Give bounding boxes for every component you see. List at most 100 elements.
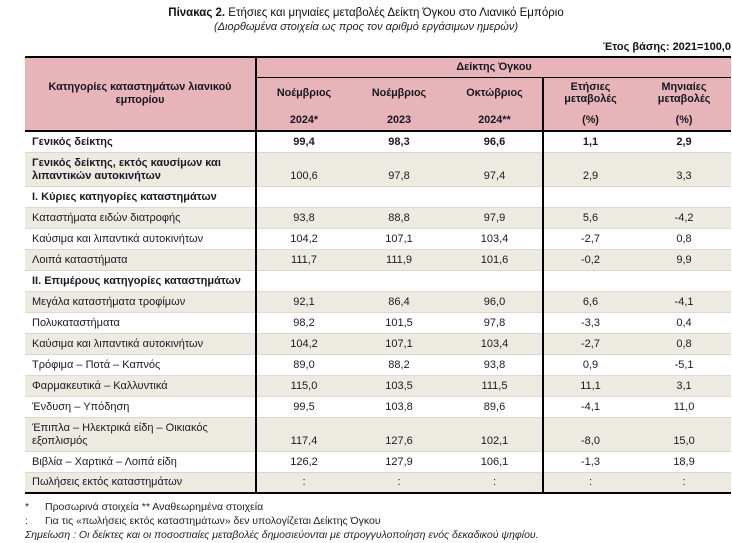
value-cell: 3,1 bbox=[676, 379, 692, 392]
col-header-annual-change: Ετήσιες μεταβολές bbox=[542, 77, 637, 109]
value-cell: -1,3 bbox=[542, 451, 637, 472]
value-cell: : bbox=[492, 476, 497, 488]
value-cell: 1,1 bbox=[542, 131, 637, 152]
value-cell: 127,9 bbox=[385, 455, 413, 468]
table-row: Καύσιμα και λιπαντικά αυτοκινήτων 104,2 10… bbox=[25, 228, 732, 249]
value-cell: 99,5 bbox=[255, 396, 351, 417]
value-cell: -8,0 bbox=[542, 417, 637, 451]
row-label: Γενικός δείκτης, εκτός καυσίμων και λιπα… bbox=[32, 156, 221, 182]
table-row: Ένδυση – Υπόδηση 99,5 103,8 89,6 -4,1 11,0 bbox=[25, 396, 732, 417]
value-cell: 103,5 bbox=[385, 379, 413, 392]
value-cell: 2,9 bbox=[676, 135, 692, 148]
col-subheader-monthly-pct: (%) bbox=[637, 109, 732, 132]
value-cell: 89,0 bbox=[255, 354, 351, 375]
value-cell: 127,6 bbox=[385, 434, 413, 447]
row-label: Λοιπά καταστήματα bbox=[32, 253, 128, 266]
value-cell: 111,5 bbox=[481, 379, 508, 392]
table-row: Γενικός δείκτης 99,4 98,3 96,6 1,1 2,9 bbox=[25, 131, 732, 152]
row-label: Καύσιμα και λιπαντικά αυτοκινήτων bbox=[32, 232, 204, 245]
table-number: Πίνακας 2. bbox=[168, 7, 226, 19]
column-subheader-row: 2024* 2023 2024** (%) (%) bbox=[25, 109, 732, 132]
row-label: Ένδυση – Υπόδηση bbox=[32, 400, 130, 413]
value-cell: 11,0 bbox=[673, 400, 695, 413]
col-subheader-oct2024: 2024** bbox=[447, 109, 543, 132]
value-cell: 103,8 bbox=[385, 400, 413, 413]
value-cell: : bbox=[397, 476, 401, 488]
row-label: Φαρμακευτικά – Καλλυντικά bbox=[32, 379, 168, 392]
value-cell: 103,4 bbox=[480, 337, 509, 350]
value-cell: 88,8 bbox=[388, 211, 410, 224]
value-cell: -0,2 bbox=[542, 249, 637, 270]
group-header-row: Κατηγορίες καταστημάτων λιανικού εμπορίο… bbox=[25, 57, 732, 132]
value-cell: -4,1 bbox=[674, 295, 694, 308]
value-cell: 11,1 bbox=[542, 375, 637, 396]
row-label: ΙΙ. Επιμέρους κατηγορίες καταστημάτων bbox=[32, 274, 241, 287]
row-label: Πολυκαταστήματα bbox=[32, 316, 120, 329]
row-label: Τρόφιμα – Ποτά – Καπνός bbox=[32, 358, 161, 371]
table-row: Βιβλία – Χαρτικά – Λοιπά είδη 126,2 127,9 1… bbox=[25, 451, 732, 472]
value-cell: 126,2 bbox=[255, 451, 351, 472]
table-header: Κατηγορίες καταστημάτων λιανικού εμπορίο… bbox=[25, 57, 732, 132]
value-cell: 97,8 bbox=[388, 169, 410, 182]
table-row: Καταστήματα ειδών διατροφής 93,8 88,8 97,9 5… bbox=[25, 207, 732, 228]
value-cell bbox=[255, 270, 351, 291]
value-cell: 100,6 bbox=[255, 152, 351, 186]
section-row: ΙΙ. Επιμέρους κατηγορίες καταστημάτων bbox=[25, 270, 732, 291]
table-row: Έπιπλα – Ηλεκτρικά είδη – Οικιακός εξοπλ… bbox=[25, 417, 732, 451]
footnote-text: Προσωρινά στοιχεία ** Αναθεωρημένα στοιχ… bbox=[45, 501, 264, 513]
value-cell: 89,6 bbox=[483, 400, 506, 413]
value-cell: 0,8 bbox=[676, 337, 692, 350]
value-cell: -3,3 bbox=[542, 312, 637, 333]
base-year-note: Έτος βάσης: 2021=100,0 bbox=[602, 41, 731, 53]
value-cell: : bbox=[682, 476, 686, 488]
value-cell: 98,3 bbox=[388, 135, 410, 148]
value-cell: 97,4 bbox=[483, 169, 506, 182]
value-cell: 93,8 bbox=[255, 207, 351, 228]
column-header-row: Νοέμβριος Νοέμβριος Οκτώβριος Ετήσιες με… bbox=[25, 77, 732, 109]
footnote-line: : Για τις «πωλήσεις εκτός καταστημάτων» … bbox=[25, 514, 731, 528]
value-cell: 115,0 bbox=[255, 375, 351, 396]
value-cell: 101,6 bbox=[480, 253, 509, 266]
value-cell bbox=[255, 186, 351, 207]
value-cell: 98,2 bbox=[255, 312, 351, 333]
value-cell bbox=[447, 186, 543, 207]
footnote-marker: * bbox=[25, 501, 30, 513]
group-header: Δείκτης Όγκου bbox=[254, 57, 732, 78]
note-line: Σημείωση : Οι δείκτες και οι ποσοστιαίες… bbox=[25, 529, 539, 541]
value-cell: 96,6 bbox=[483, 135, 506, 148]
value-cell: -4,2 bbox=[674, 211, 694, 224]
value-cell: 92,1 bbox=[255, 291, 351, 312]
value-cell bbox=[637, 186, 731, 207]
value-cell bbox=[637, 270, 731, 291]
row-label: Καταστήματα ειδών διατροφής bbox=[32, 211, 181, 224]
table-row: Γενικός δείκτης, εκτός καυσίμων και λιπα… bbox=[25, 152, 732, 186]
value-cell: 107,1 bbox=[385, 337, 413, 350]
value-cell: 104,2 bbox=[255, 333, 351, 354]
value-cell: 18,9 bbox=[673, 455, 695, 468]
value-cell: 88,2 bbox=[388, 358, 410, 371]
value-cell: 106,1 bbox=[480, 455, 509, 468]
value-cell: 97,9 bbox=[483, 211, 506, 224]
row-label: Βιβλία – Χαρτικά – Λοιπά είδη bbox=[32, 455, 177, 468]
value-cell: 9,9 bbox=[676, 253, 692, 266]
value-cell: -2,7 bbox=[542, 228, 637, 249]
value-cell: 0,8 bbox=[676, 232, 692, 245]
section-row: Ι. Κύριες κατηγορίες καταστημάτων bbox=[25, 186, 732, 207]
page-subtitle: (Διορθωμένα στοιχεία ως προς τον αριθμό … bbox=[213, 21, 518, 33]
row-label: Μεγάλα καταστήματα τροφίμων bbox=[32, 295, 186, 308]
row-label: Καύσιμα και λιπαντικά αυτοκινήτων bbox=[32, 337, 204, 350]
value-cell: 96,0 bbox=[483, 295, 506, 308]
table-row: Μεγάλα καταστήματα τροφίμων 92,1 86,4 96,0 6… bbox=[25, 291, 732, 312]
col-header-monthly-change: Μηνιαίες μεταβολές bbox=[637, 77, 732, 109]
value-cell: 101,5 bbox=[385, 316, 413, 329]
value-cell bbox=[351, 270, 447, 291]
stats-table: Κατηγορίες καταστημάτων λιανικού εμπορίο… bbox=[25, 56, 732, 494]
title-text: Ετήσιες και μηνιαίες μεταβολές Δείκτη Όγ… bbox=[225, 7, 564, 19]
value-cell: : bbox=[255, 472, 351, 493]
footnote-marker: : bbox=[25, 515, 28, 527]
row-label: Ι. Κύριες κατηγορίες καταστημάτων bbox=[32, 190, 217, 203]
col-header-oct2024: Οκτώβριος bbox=[447, 77, 543, 109]
footnotes: * Προσωρινά στοιχεία ** Αναθεωρημένα στο… bbox=[25, 500, 731, 543]
value-cell: 97,8 bbox=[483, 316, 506, 329]
